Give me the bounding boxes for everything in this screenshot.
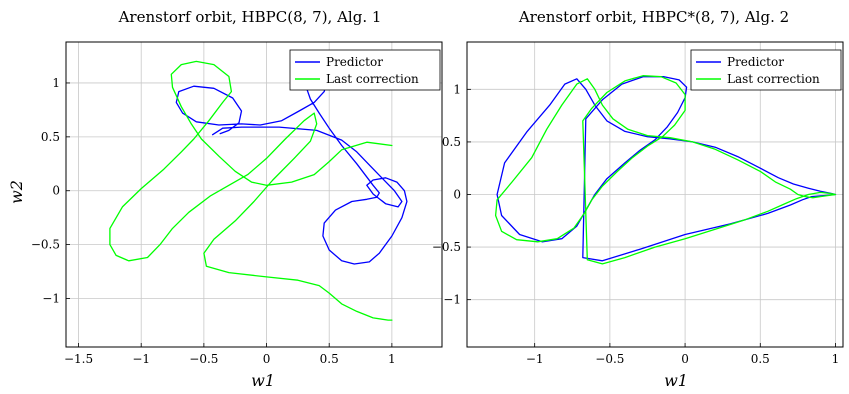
- x-tick-label: 0: [681, 352, 689, 366]
- legend: Predictor Last correction: [289, 49, 441, 91]
- series-group: [494, 75, 837, 265]
- chart-title: Arenstorf orbit, HBPC(8, 7), Alg. 1: [118, 8, 382, 26]
- x-tick-label: 0: [263, 352, 271, 366]
- y-tick-label: 0: [453, 188, 461, 202]
- grid: [467, 42, 843, 347]
- y-axis-label: w2: [7, 180, 26, 204]
- legend-label: Predictor: [326, 55, 383, 69]
- x-tick-label: −1: [132, 352, 150, 366]
- x-tick-label: −1: [526, 352, 544, 366]
- legend-label: Last correction: [727, 72, 820, 86]
- x-axis-label: w1: [664, 371, 688, 390]
- y-tick-label: 0: [52, 184, 60, 198]
- chart-alg2: Arenstorf orbit, HBPC*(8, 7), Alg. 2 −1−…: [432, 8, 844, 390]
- x-tick-label: 0.5: [320, 352, 339, 366]
- grid: [66, 42, 442, 347]
- x-tick-label: 0.5: [751, 352, 770, 366]
- chart-title: Arenstorf orbit, HBPC*(8, 7), Alg. 2: [518, 8, 789, 26]
- series-line-last-correction: [109, 60, 393, 321]
- legend-label: Predictor: [727, 55, 784, 69]
- plot-frame: [65, 41, 443, 348]
- legend-box: [289, 49, 441, 91]
- x-tick-label: 1: [832, 352, 840, 366]
- tick-labels: −1 −0.5 0 0.5 1 −1 −0.5 0 0.5 1: [432, 82, 839, 366]
- x-tick-label: −1.5: [64, 352, 93, 366]
- legend: Predictor Last correction: [690, 49, 842, 91]
- y-tick-label: −1: [443, 293, 461, 307]
- y-tick-label: 1: [453, 82, 461, 96]
- x-axis-label-text: w1: [664, 371, 688, 390]
- chart-alg1: Arenstorf orbit, HBPC(8, 7), Alg. 1 −1.5…: [7, 8, 443, 390]
- y-tick-label: −1: [42, 292, 60, 306]
- series-group: [109, 60, 408, 321]
- y-tick-label: 0.5: [41, 130, 60, 144]
- x-tick-label: −0.5: [189, 352, 218, 366]
- x-axis-label: w1: [251, 371, 275, 390]
- y-tick-label: −0.5: [31, 238, 60, 252]
- legend-label: Last correction: [326, 72, 419, 86]
- x-axis-label-text: w1: [251, 371, 275, 390]
- x-tick-label: 1: [388, 352, 396, 366]
- tick-labels: −1.5 −1 −0.5 0 0.5 1 −1 −0.5 0 0.5 1: [31, 76, 396, 366]
- y-tick-label: 1: [52, 76, 60, 90]
- legend-box: [690, 49, 842, 91]
- y-tick-label: −0.5: [432, 240, 461, 254]
- series-line-predictor: [496, 76, 837, 262]
- series-line-predictor: [175, 76, 408, 265]
- series-line-last-correction: [494, 75, 837, 265]
- y-tick-label: 0.5: [442, 135, 461, 149]
- x-tick-label: −0.5: [595, 352, 624, 366]
